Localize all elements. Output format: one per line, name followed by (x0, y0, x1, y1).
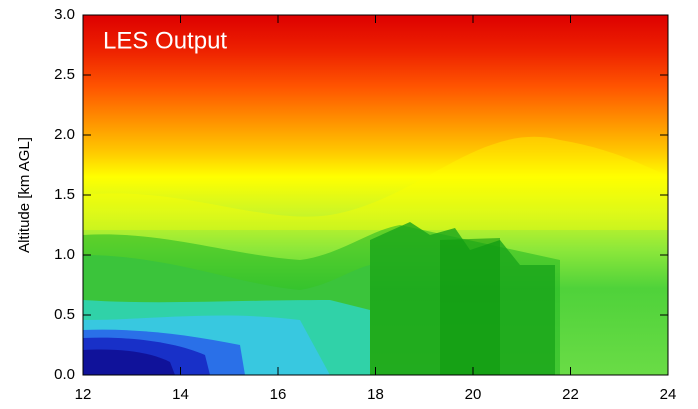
y-tick-label: 1.0 (54, 246, 75, 263)
x-tick-label: 14 (172, 386, 189, 403)
x-tick-label: 12 (75, 386, 92, 403)
y-axis-label: Altitude [km AGL] (16, 137, 33, 253)
contour-field (83, 15, 668, 375)
x-tick-label: 22 (562, 386, 579, 403)
x-tick-label: 18 (367, 386, 384, 403)
x-tick-label: 24 (660, 386, 677, 403)
y-tick-label: 1.5 (54, 186, 75, 203)
x-tick-label: 16 (270, 386, 287, 403)
y-tick-label: 0.5 (54, 306, 75, 323)
x-tick-label: 20 (465, 386, 482, 403)
y-tick-label: 2.5 (54, 66, 75, 83)
y-tick-label: 0.0 (54, 366, 75, 383)
y-tick-label: 2.0 (54, 126, 75, 143)
y-tick-label: 3.0 (54, 6, 75, 23)
annotation: LES Output (103, 27, 227, 54)
